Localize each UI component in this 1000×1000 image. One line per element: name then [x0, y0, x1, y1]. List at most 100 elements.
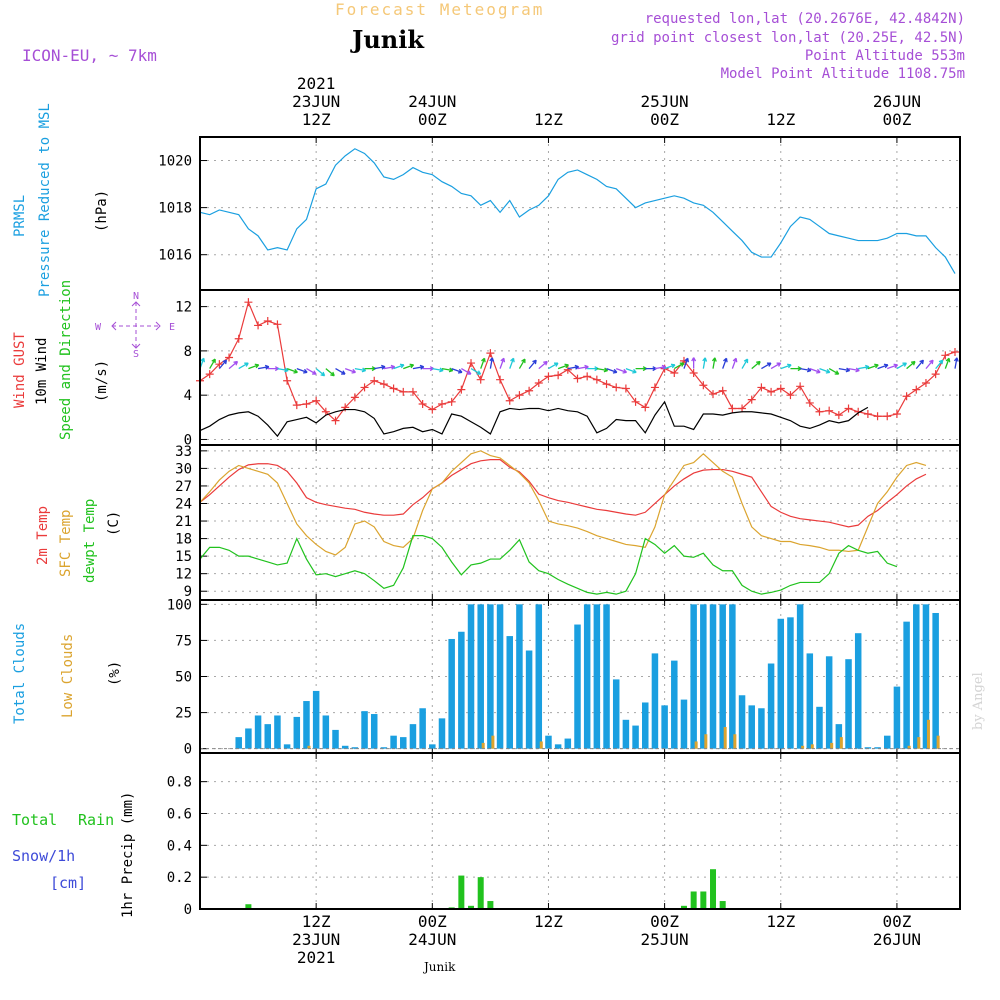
- location-title: Junik: [350, 25, 425, 54]
- wind-arrow-icon: [800, 367, 812, 373]
- clouds-bar: [467, 604, 475, 749]
- gust-marker: [205, 370, 214, 379]
- gust-marker: [912, 385, 921, 394]
- wind-arrow-icon: [238, 362, 249, 370]
- clouds-bar: [409, 724, 417, 749]
- wind-arrow-icon: [896, 362, 908, 370]
- gust-marker: [370, 376, 379, 385]
- clouds-bar: [704, 734, 708, 749]
- clouds-bar: [729, 604, 736, 749]
- gust-marker: [689, 369, 698, 378]
- wind-arrow-icon: [518, 358, 526, 369]
- top-time-label: 26JUN: [873, 92, 921, 111]
- top-time-label: 2021: [297, 74, 336, 93]
- gust-marker: [796, 382, 805, 391]
- wind-arrow-icon: [364, 366, 376, 372]
- precip-bar: [458, 875, 465, 909]
- clouds-bar: [854, 633, 862, 749]
- wind-arrow-icon: [828, 368, 840, 375]
- requested-coords: requested lon,lat (20.2676E, 42.4842N): [645, 11, 965, 27]
- gust-marker: [757, 383, 766, 392]
- gust-marker: [544, 372, 553, 381]
- wind-y-tick-label: 8: [184, 344, 192, 360]
- clouds-bar: [825, 656, 833, 749]
- wind-arrow-icon: [915, 359, 924, 370]
- gust-marker: [738, 404, 747, 413]
- bottom-time-label: 25JUN: [641, 930, 689, 949]
- wind-series-1: [199, 400, 869, 438]
- wind-gust-label: Wind GUST: [12, 332, 28, 408]
- gust-marker: [312, 396, 321, 405]
- clouds-bar: [307, 745, 311, 749]
- clouds-bar: [864, 747, 872, 749]
- wind-arrow-icon: [451, 367, 463, 374]
- wind-arrow-icon: [625, 367, 637, 374]
- gust-marker: [892, 410, 901, 418]
- gust-marker: [234, 334, 243, 343]
- gust-marker: [631, 397, 640, 406]
- wind-arrow-icon: [218, 359, 228, 370]
- wind-arrow-icon: [615, 367, 628, 374]
- bottom-time-label: 24JUN: [408, 930, 456, 949]
- wind-arrow-icon: [761, 362, 772, 370]
- clouds-bar: [303, 701, 310, 749]
- clouds-bar: [830, 742, 834, 749]
- gust-marker: [302, 400, 311, 409]
- clouds-bar: [264, 724, 272, 749]
- pressure-unit-label: (hPa): [94, 190, 110, 232]
- precip-bar: [487, 901, 494, 909]
- clouds-bar: [370, 714, 378, 749]
- gust-marker: [476, 375, 485, 384]
- wind-arrow-icon: [887, 363, 899, 370]
- chart-layers: 1016101810200481291215182124273033025507…: [158, 74, 961, 967]
- clouds-bar: [932, 612, 939, 749]
- temperature-y-tick-label: 18: [175, 532, 192, 548]
- temperature-y-tick-label: 30: [175, 461, 192, 477]
- compass-icon: N S W E: [95, 291, 175, 360]
- gust-marker: [389, 384, 398, 393]
- clouds-bar: [293, 716, 301, 749]
- bottom-time-label: 00Z: [418, 912, 447, 931]
- low-clouds-label: Low Clouds: [60, 634, 76, 718]
- wind-arrow-icon: [257, 364, 270, 370]
- wind-arrow-icon: [606, 367, 618, 374]
- wind-arrow-icon: [296, 367, 308, 374]
- gust-marker: [467, 359, 476, 368]
- pressure-series-0: [199, 148, 956, 274]
- compass-n: N: [133, 291, 139, 302]
- gust-marker: [883, 412, 892, 421]
- clouds-bar: [603, 604, 610, 749]
- compass-w: W: [95, 322, 102, 333]
- clouds-bar: [554, 744, 562, 749]
- compass-e: E: [169, 322, 175, 333]
- precip-y-tick-label: 0.4: [167, 838, 192, 854]
- top-time-label: 00Z: [882, 110, 911, 129]
- wind-y-tick-label: 0: [184, 432, 192, 448]
- wind-arrow-icon: [315, 368, 326, 377]
- clouds-bar: [496, 604, 504, 749]
- clouds-bar: [719, 604, 726, 749]
- clouds-bar: [733, 734, 737, 749]
- top-time-label: 23JUN: [292, 92, 340, 111]
- clouds-y-tick-label: 25: [175, 706, 192, 722]
- precip-axis-label: 1hr Precip (mm): [120, 792, 136, 918]
- clouds-bar: [506, 636, 513, 749]
- pressure-y-tick-label: 1016: [158, 248, 192, 264]
- precip-y-tick-label: 0: [184, 902, 192, 918]
- clouds-bar: [361, 711, 368, 749]
- clouds-bar: [448, 638, 455, 749]
- top-time-label: 12Z: [766, 110, 795, 129]
- snow-label: Snow/1h: [12, 847, 75, 865]
- clouds-bar: [516, 604, 523, 749]
- wind-arrow-icon: [567, 364, 580, 370]
- precip-bar: [477, 877, 484, 909]
- watermark: by Angel: [971, 672, 986, 730]
- clouds-bar: [694, 741, 698, 749]
- gust-marker: [331, 416, 340, 425]
- grid-point-coords: grid point closest lon,lat (20.25E, 42.5…: [611, 30, 965, 46]
- wind-arrow-icon: [790, 366, 802, 372]
- wind-arrow-icon: [867, 363, 879, 370]
- gust-marker: [728, 404, 737, 413]
- clouds-bar: [883, 735, 891, 749]
